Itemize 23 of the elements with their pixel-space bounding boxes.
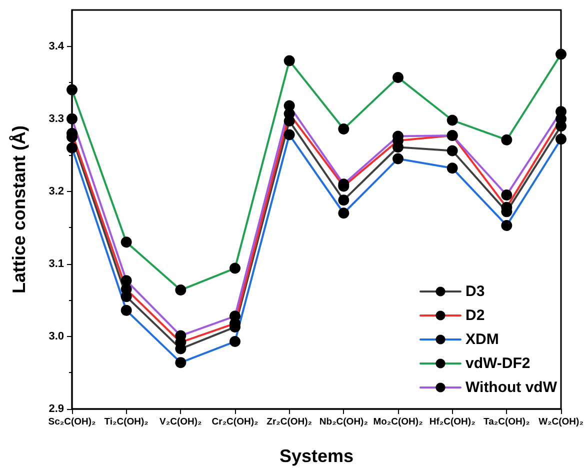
x-axis-title: Systems (279, 446, 354, 466)
legend-label: XDM (466, 331, 499, 348)
x-tick-label: Ta₂C(OH)₂ (484, 416, 530, 428)
y-tick-label: 2.9 (48, 403, 64, 415)
legend-label: vdW-DF2 (466, 355, 530, 372)
x-tick-label: Mo₂C(OH)₂ (373, 416, 423, 428)
x-tick-label: Hf₂C(OH)₂ (429, 416, 476, 428)
x-tick-label: Ti₂C(OH)₂ (104, 416, 148, 428)
x-tick-label: Cr₂C(OH)₂ (212, 416, 258, 428)
y-tick-label: 3.1 (48, 258, 64, 270)
legend-label: D3 (466, 283, 485, 300)
x-tick-label: V₂C(OH)₂ (160, 416, 202, 428)
legend-label: Without vdW (466, 379, 558, 396)
y-tick-label: 3.3 (48, 112, 64, 125)
y-tick-label: 3.0 (48, 330, 64, 342)
x-tick-label: Sc₂C(OH)₂ (48, 416, 96, 428)
y-tick-label: 3.4 (48, 40, 65, 52)
x-tick-label: Nb₂C(OH)₂ (319, 416, 368, 428)
y-tick-label: 3.2 (48, 185, 64, 198)
x-tick-label: W₂C(OH)₂ (538, 416, 584, 428)
y-axis-title: Lattice constant (Å) (9, 125, 29, 294)
x-tick-label: Zr₂C(OH)₂ (266, 416, 312, 428)
legend-label: D2 (466, 307, 485, 324)
